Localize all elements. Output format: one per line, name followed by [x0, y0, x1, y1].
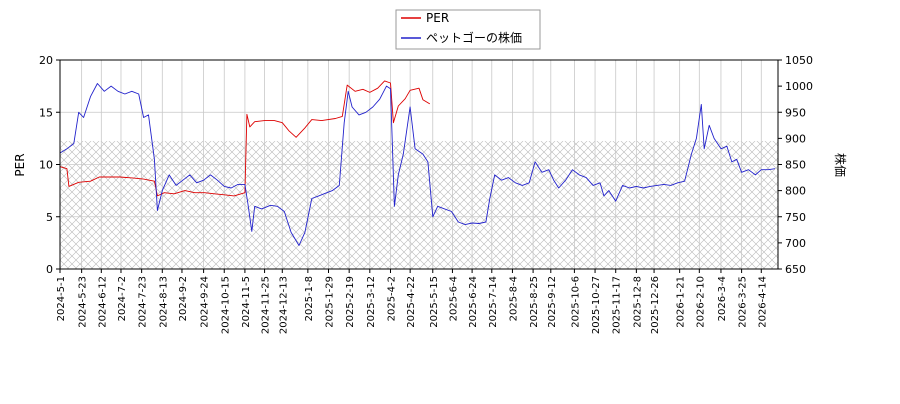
- x-tick-label: 2026-4-14: [757, 276, 768, 328]
- y-right-tick-label: 650: [785, 263, 806, 276]
- x-tick-label: 2024-6-12: [97, 276, 108, 328]
- legend-box: [395, 9, 541, 50]
- x-tick-label: 2024-5-23: [78, 276, 89, 328]
- y-left-tick-label: 0: [46, 263, 53, 276]
- x-tick-label: 2024-12-13: [278, 276, 289, 334]
- x-tick-label: 2024-7-23: [138, 276, 149, 328]
- x-tick-label: 2025-3-12: [366, 276, 377, 328]
- x-tick-label: 2025-8-4: [508, 276, 519, 321]
- legend: PER ペットゴーの株価: [395, 9, 541, 50]
- x-tick-label: 2025-8-25: [529, 276, 540, 328]
- x-tick-label: 2025-6-24: [468, 276, 479, 328]
- y-left-tick-label: 15: [39, 106, 53, 119]
- series-line-1: [60, 83, 776, 246]
- x-tick-label: 2025-11-17: [612, 276, 623, 334]
- x-tick-label: 2026-3-25: [738, 276, 749, 328]
- x-tick-label: 2026-3-4: [717, 276, 728, 321]
- x-tick-label: 2024-9-24: [200, 276, 211, 328]
- x-tick-label: 2025-1-8: [304, 276, 315, 321]
- x-tick-label: 2025-1-29: [325, 276, 336, 328]
- x-tick-label: 2025-12-26: [650, 276, 661, 334]
- y-right-tick-label: 950: [785, 106, 806, 119]
- y-right-tick-label: 800: [785, 185, 806, 198]
- y-right-tick-label: 700: [785, 237, 806, 250]
- x-tick-label: 2024-9-2: [178, 276, 189, 321]
- x-tick-label: 2024-5-1: [56, 276, 67, 321]
- legend-label-per: PER: [426, 11, 449, 25]
- legend-label-price: ペットゴーの株価: [426, 30, 522, 45]
- x-tick-label: 2026-2-10: [695, 276, 706, 328]
- x-tick-label: 2025-4-2: [386, 276, 397, 321]
- y-axis-right-label: 株価: [833, 153, 848, 177]
- y-right-tick-label: 1000: [785, 80, 813, 93]
- series-lines: [60, 80, 776, 246]
- x-tick-label: 2025-6-4: [448, 276, 459, 321]
- y-right-tick-label: 1050: [785, 54, 813, 67]
- x-tick-label: 2024-10-15: [220, 276, 231, 334]
- x-tick-label: 2026-1-21: [676, 276, 687, 328]
- x-tick-label: 2025-4-22: [406, 276, 417, 328]
- series-line-0: [60, 80, 431, 197]
- x-tick-label: 2025-5-15: [429, 276, 440, 328]
- x-tick-label: 2024-11-25: [261, 276, 272, 334]
- x-tick-label: 2024-8-13: [158, 276, 169, 328]
- x-tick-label: 2025-9-12: [547, 276, 558, 328]
- x-tick-label: 2025-2-19: [345, 276, 356, 328]
- y-axis-left-label: PER: [13, 153, 27, 176]
- y-right-tick-label: 750: [785, 211, 806, 224]
- y-left-tick-label: 20: [39, 54, 53, 67]
- x-tick-label: 2025-10-6: [570, 276, 581, 328]
- hatched-band: [60, 140, 778, 269]
- x-tick-label: 2025-10-27: [591, 276, 602, 334]
- axes: 0 5 10 15 20 650 700 750 800 850 900 950 1000 1050 202…: [39, 54, 813, 334]
- y-right-tick-label: 850: [785, 159, 806, 172]
- x-tick-label: 2025-12-8: [632, 276, 643, 328]
- y-right-tick-label: 900: [785, 132, 806, 145]
- x-tick-label: 2025-7-14: [488, 276, 499, 328]
- y-left-tick-label: 5: [46, 211, 53, 224]
- x-tick-label: 2024-11-5: [241, 276, 252, 328]
- x-tick-label: 2024-7-2: [117, 276, 128, 321]
- grid: [59, 59, 778, 270]
- y-left-tick-label: 10: [39, 159, 53, 172]
